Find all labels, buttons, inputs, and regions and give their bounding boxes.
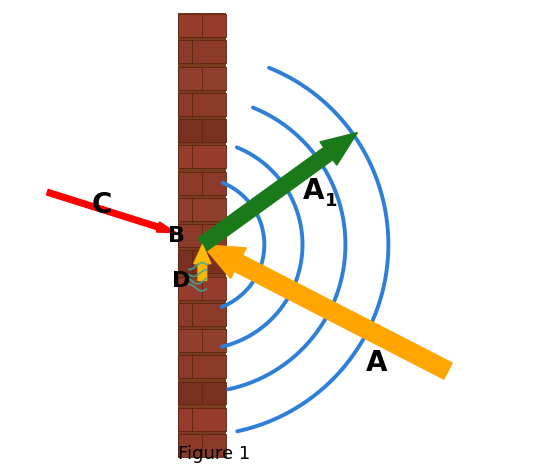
Bar: [179, 41, 226, 64]
Bar: [179, 14, 226, 457]
Text: Figure 1: Figure 1: [178, 444, 250, 462]
Bar: [179, 146, 226, 169]
FancyArrow shape: [198, 133, 357, 251]
Text: 1: 1: [325, 191, 337, 209]
Bar: [179, 172, 226, 195]
Bar: [179, 251, 226, 274]
Text: A: A: [302, 177, 324, 204]
Text: C: C: [92, 191, 112, 218]
FancyArrow shape: [194, 245, 211, 281]
Bar: [179, 356, 226, 378]
Bar: [179, 434, 226, 457]
Bar: [179, 198, 226, 221]
Bar: [179, 303, 226, 326]
Bar: [179, 382, 226, 405]
FancyArrow shape: [203, 245, 452, 379]
Bar: [179, 225, 226, 248]
FancyArrow shape: [47, 190, 176, 233]
Text: D: D: [172, 271, 190, 291]
Text: A: A: [365, 348, 387, 376]
Bar: [179, 94, 226, 117]
Bar: [179, 277, 226, 300]
Bar: [179, 15, 226, 38]
Bar: [179, 68, 226, 90]
Bar: [179, 120, 226, 143]
Text: B: B: [168, 226, 185, 246]
Bar: [179, 408, 226, 431]
Bar: [179, 329, 226, 352]
